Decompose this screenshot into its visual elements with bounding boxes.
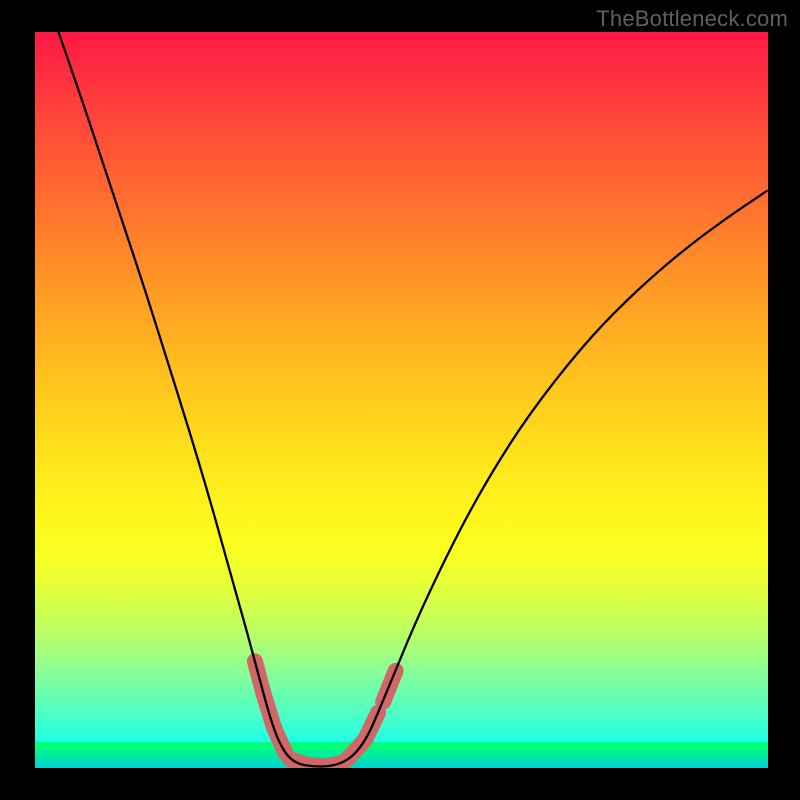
watermark-text: TheBottleneck.com xyxy=(596,6,788,32)
curve-layer xyxy=(35,32,768,768)
plot-area xyxy=(35,32,768,768)
chart-container: { "meta": { "watermark": "TheBottleneck.… xyxy=(0,0,800,800)
bottleneck-curve xyxy=(58,32,768,767)
